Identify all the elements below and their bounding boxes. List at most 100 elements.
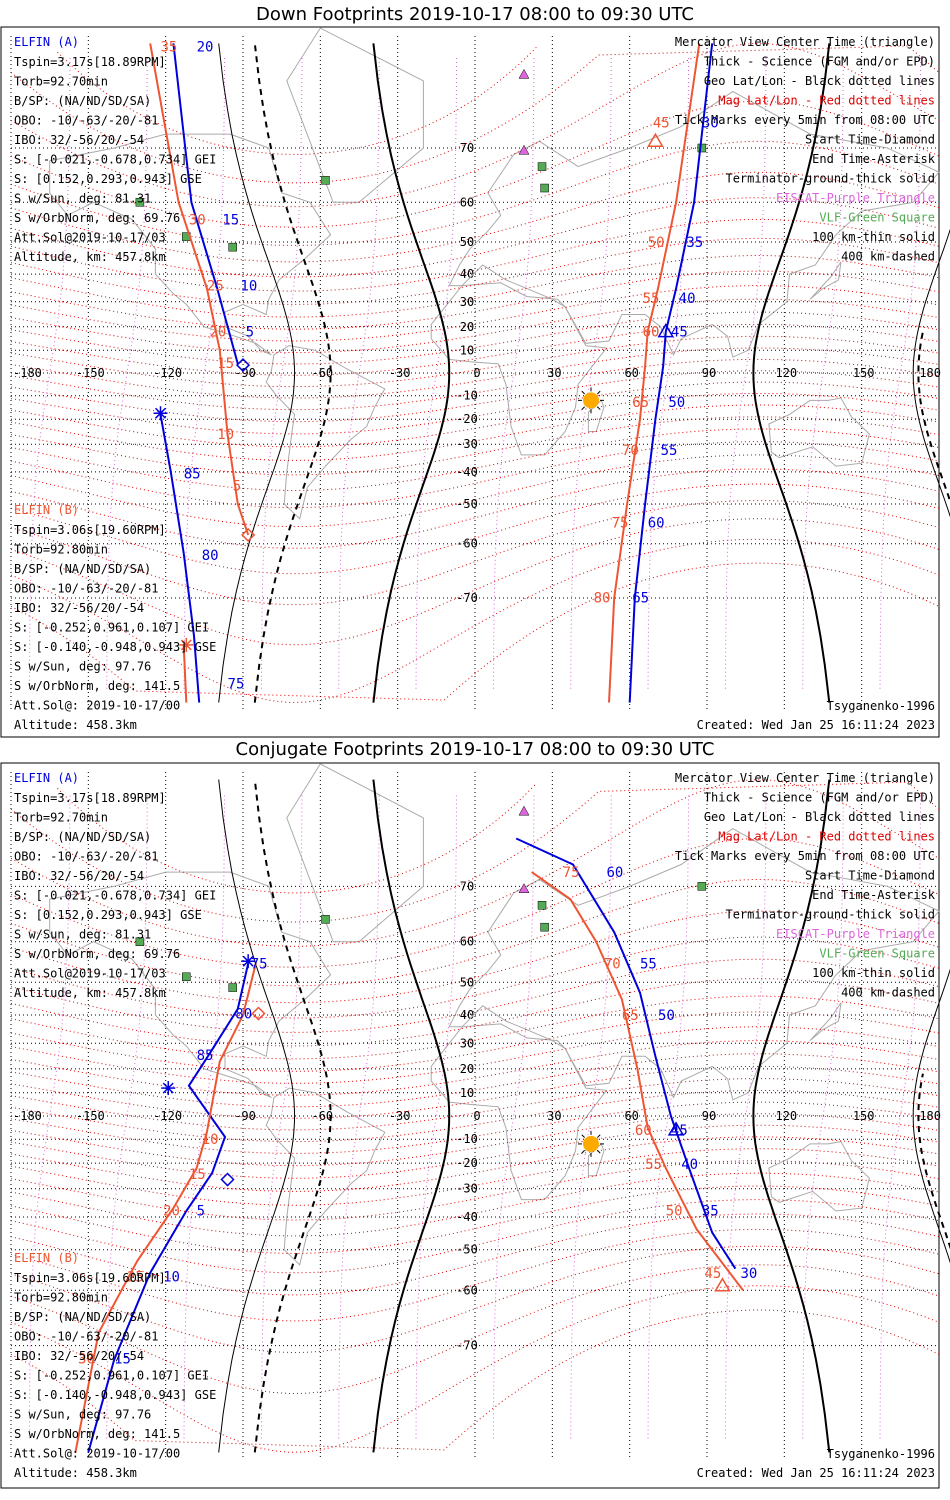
elfin-b-info: Att.Sol@: 2019-10-17/00 [14,1447,180,1461]
time-tick-label: 35 [161,39,178,55]
time-tick-label: 60 [643,325,660,341]
terminator-400km-east [917,1073,950,1250]
mag-meridians [10,779,940,1453]
mag-parallel [10,483,940,575]
panel-title-conjugate: Conjugate Footprints 2019-10-17 08:00 to… [235,739,715,760]
mag-parallel [10,323,940,376]
time-tick-label: 25 [207,278,224,294]
mag-meridian [647,57,690,689]
time-tick-label: 65 [632,395,649,411]
mag-parallel [10,1124,940,1179]
mag-meridian [260,793,303,1439]
sun-ray [597,390,601,395]
elfin-b-conj-track-east [531,871,744,1291]
lat-tick-label: 10 [460,343,474,357]
mag-parallel [57,46,538,155]
vlf-site-icon [537,162,547,171]
elfin-b-header: ELFIN (B) [14,1251,79,1265]
mag-parallel [10,1011,940,1072]
legend-item: Start Time-Diamond [805,869,935,883]
lat-tick-label: -20 [456,412,478,426]
coastline [265,345,386,520]
start-diamond-icon [235,358,251,373]
panel-text: ELFIN (A) Tspin=3.17s[18.89RPM] Torb=92.70… [14,35,936,732]
time-tick-label: 60 [648,516,665,532]
center-triangle-icon [647,132,664,147]
mag-parallel [10,1101,940,1154]
map-frame [0,26,940,738]
end-asterisk-icon [162,1082,174,1094]
mag-meridian [260,57,303,689]
vlf-site-icon [228,983,237,992]
elfin-a-info: Torb=92.70min [14,75,108,89]
lat-tick-label: 10 [460,1086,474,1100]
mag-meridian [879,57,922,689]
lon-tick-label: 60 [624,1109,638,1123]
time-tick-label: 45 [704,1266,721,1282]
sites [135,68,707,414]
elfin-b-info: Tspin=3.06s[19.60RPM] [14,1271,166,1285]
elfin-a-info: Att.Sol@2019-10-17/03 [14,231,166,245]
mag-meridian [647,793,690,1439]
elfin-b-info: S: [-0.140,-0.948,0.943] GSE [14,640,216,654]
time-tick-label: 55 [661,443,678,459]
terminator [218,779,950,1453]
lon-tick-label: -90 [234,366,256,380]
sun-ray [597,1134,601,1138]
lon-tick-label: -180 [13,366,42,380]
elfin-a-info: Tspin=3.17s[18.89RPM] [14,55,166,69]
vlf-site-icon [540,922,549,932]
coastline [587,1143,605,1177]
lat-tick-label: 40 [460,267,474,281]
elfin-b-track-east [608,43,701,703]
lat-tick-label: 20 [460,1062,474,1076]
model-name: Tsyganenko-1996 [827,699,935,713]
mag-meridian [28,793,71,1439]
lon-tick-label: 150 [853,366,875,380]
lon-tick-label: 150 [853,1109,875,1123]
lat-tick-label: 50 [460,235,474,249]
lon-tick-label: 120 [775,366,797,380]
mag-parallel [10,468,940,549]
elfin-a-info: OBO: -10/-63/-20/-81 [14,850,159,864]
mag-parallel [10,1199,940,1274]
model-name: Tsyganenko-1996 [827,1447,935,1461]
coastline [768,397,870,467]
time-tick-label: 10 [240,278,257,294]
lat-tick-label: 20 [460,320,474,334]
elfin-a-info: S: [-0.021,-0.678,0.734] GEI [14,153,216,167]
legend-item: Mercator View Center Time (triangle) [675,771,935,785]
mag-parallel [10,1113,940,1167]
mag-meridian [724,57,767,689]
elfin-a-info: IBO: 32/-56/20/-54 [14,869,144,883]
mag-parallel [10,1090,940,1142]
lat-tick-label: 60 [460,935,474,949]
elfin-a-info: S w/OrbNorm, deg: 69.76 [14,947,180,961]
eiscat-site-icon [518,144,530,155]
mag-parallel [10,100,940,228]
time-tick-label: 75 [251,956,268,972]
terminator-400km-west [253,43,332,703]
mag-parallel [10,218,940,292]
lon-tick-label: -60 [311,366,333,380]
mag-parallel [10,270,940,330]
sun-icon [583,392,599,409]
mag-parallel [10,995,940,1060]
mag-meridian [183,793,226,1439]
time-tick-label: 50 [658,1008,675,1024]
elfin-a-info: S w/Sun, deg: 81.31 [14,928,151,942]
lat-tick-label: 70 [460,879,474,893]
elfin-a-info: S: [0.152,0.293,0.943] GSE [14,172,202,186]
start-diamond-icon [220,1172,235,1187]
mag-parallel [10,1285,940,1453]
elfin-a-info: Att.Sol@2019-10-17/03 [14,967,166,981]
center-triangle-icon [714,1277,731,1292]
coastline [587,399,605,432]
elfin-b-info: S w/Sun, deg: 97.76 [14,660,151,674]
time-tick-label: 45 [653,116,670,132]
legend-item: EISCAT-Purple Triangle [776,927,935,941]
time-tick-label: 40 [681,1157,698,1173]
coastline [430,1023,608,1201]
time-tick-label: 45 [671,1123,688,1139]
elfin-a-info: S w/Sun, deg: 81.31 [14,192,151,206]
